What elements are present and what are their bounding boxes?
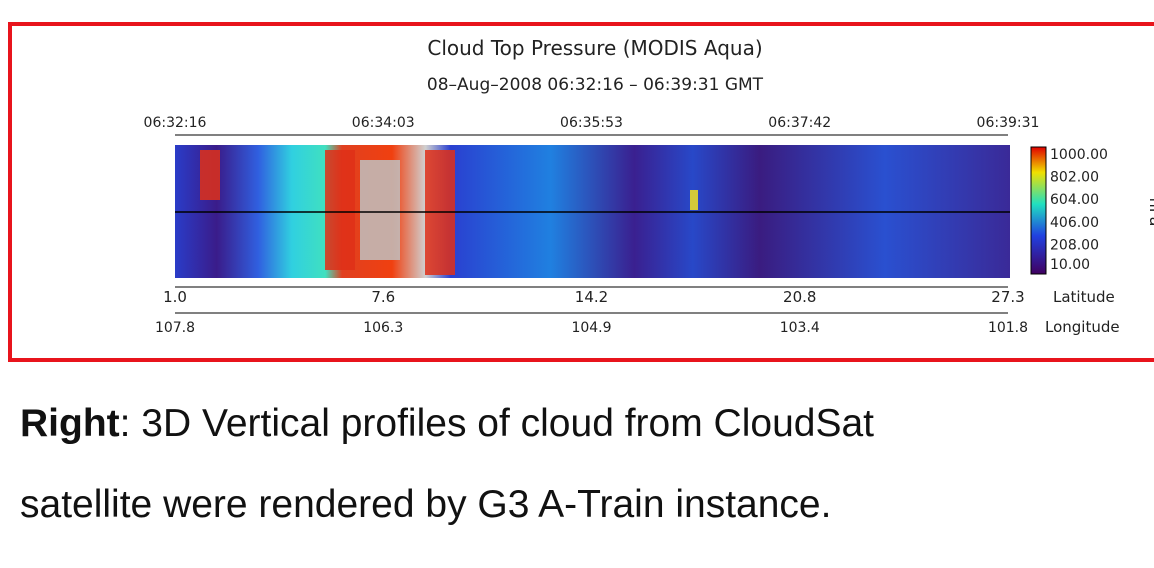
caption-line: satellite were rendered by G3 A-Train in… [20,483,831,527]
time-tick-label: 06:37:42 [768,115,831,131]
colorbar-label: 10.00 [1050,257,1090,273]
latitude-tick-label: 7.6 [371,288,395,306]
longitude-label: Longitude [1045,318,1120,336]
caption-line: Right: 3D Vertical profiles of cloud fro… [20,402,874,446]
colorbar-label: 1000.00 [1050,147,1108,163]
colorbar-label: 406.00 [1050,215,1099,231]
colorbar-unit: hPa [1146,198,1154,227]
colorbar-label: 604.00 [1050,192,1099,208]
figure: Cloud Top Pressure (MODIS Aqua) 08–Aug–2… [0,0,1154,370]
colorbar [1031,147,1046,274]
longitude-tick-label: 107.8 [155,320,195,336]
longitude-tick-label: 103.4 [780,320,820,336]
longitude-tick-label: 104.9 [571,320,611,336]
longitude-tick-label: 101.8 [988,320,1028,336]
time-tick-label: 06:35:53 [560,115,623,131]
time-tick-label: 06:34:03 [352,115,415,131]
colorbar-label: 208.00 [1050,237,1099,253]
latitude-tick-label: 1.0 [163,288,187,306]
colorbar-label: 802.00 [1050,170,1099,186]
latitude-tick-label: 27.3 [991,288,1024,306]
latitude-tick-label: 20.8 [783,288,816,306]
figure-subtitle: 08–Aug–2008 06:32:16 – 06:39:31 GMT [427,75,764,95]
caption-bold: Right [20,402,120,445]
time-tick-label: 06:32:16 [144,115,207,131]
longitude-tick-label: 106.3 [363,320,403,336]
caption-text: : 3D Vertical profiles of cloud from Clo… [120,402,874,445]
page: Cloud Top Pressure (MODIS Aqua) 08–Aug–2… [0,0,1154,568]
time-tick-label: 06:39:31 [977,115,1040,131]
figure-title: Cloud Top Pressure (MODIS Aqua) [427,36,762,60]
latitude-label: Latitude [1053,288,1115,306]
latitude-tick-label: 14.2 [575,288,608,306]
